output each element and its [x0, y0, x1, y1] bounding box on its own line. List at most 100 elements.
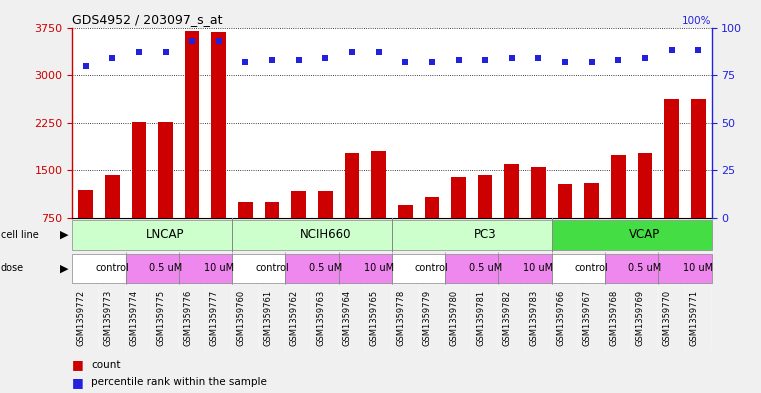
Text: GSM1359765: GSM1359765 — [370, 290, 379, 346]
Text: ▶: ▶ — [60, 230, 68, 240]
Text: GDS4952 / 203097_s_at: GDS4952 / 203097_s_at — [72, 13, 223, 26]
Text: GSM1359776: GSM1359776 — [183, 290, 193, 346]
Text: GSM1359760: GSM1359760 — [237, 290, 246, 346]
Text: PC3: PC3 — [474, 228, 496, 241]
Text: GSM1359779: GSM1359779 — [423, 290, 432, 346]
Point — [320, 55, 332, 61]
Bar — [232, 220, 392, 250]
Text: control: control — [575, 263, 609, 273]
Bar — [531, 167, 546, 218]
Text: control: control — [255, 263, 289, 273]
Point — [453, 57, 465, 63]
Point — [266, 57, 279, 63]
Text: percentile rank within the sample: percentile rank within the sample — [91, 377, 267, 387]
Text: control: control — [95, 263, 129, 273]
Bar — [552, 220, 712, 250]
Bar — [158, 122, 173, 218]
Text: ■: ■ — [72, 358, 84, 371]
Point — [346, 49, 358, 55]
Point — [639, 55, 651, 61]
Bar — [339, 254, 392, 283]
Bar — [132, 122, 146, 218]
Text: 10 uM: 10 uM — [204, 263, 234, 273]
Text: 10 uM: 10 uM — [524, 263, 553, 273]
Text: GSM1359773: GSM1359773 — [103, 290, 113, 346]
Text: GSM1359768: GSM1359768 — [610, 290, 618, 346]
Text: GSM1359766: GSM1359766 — [556, 290, 565, 346]
Text: ■: ■ — [72, 376, 84, 389]
Bar — [105, 175, 119, 218]
Point — [506, 55, 518, 61]
Text: 10 uM: 10 uM — [683, 263, 713, 273]
Bar — [638, 152, 652, 218]
Text: GSM1359770: GSM1359770 — [663, 290, 672, 346]
Bar — [126, 254, 179, 283]
Text: ▶: ▶ — [60, 263, 68, 273]
Text: 0.5 uM: 0.5 uM — [309, 263, 342, 273]
Text: GSM1359783: GSM1359783 — [530, 290, 539, 346]
Bar — [611, 154, 626, 218]
Text: GSM1359775: GSM1359775 — [157, 290, 166, 346]
Point — [666, 47, 678, 53]
Text: GSM1359780: GSM1359780 — [450, 290, 459, 346]
Text: GSM1359769: GSM1359769 — [636, 290, 645, 346]
Text: 100%: 100% — [682, 16, 712, 26]
Text: control: control — [415, 263, 449, 273]
Text: cell line: cell line — [1, 230, 39, 240]
Bar — [212, 32, 226, 218]
Bar — [78, 189, 93, 218]
Bar — [345, 152, 359, 218]
Bar — [664, 99, 679, 218]
Text: GSM1359777: GSM1359777 — [210, 290, 219, 346]
Point — [479, 57, 492, 63]
Bar — [425, 196, 439, 218]
Bar — [451, 178, 466, 218]
Bar — [498, 254, 552, 283]
Point — [186, 38, 199, 44]
Text: LNCAP: LNCAP — [146, 228, 185, 241]
Bar — [445, 254, 498, 283]
Text: count: count — [91, 360, 121, 370]
Bar — [185, 31, 199, 218]
Bar — [238, 202, 253, 218]
Point — [293, 57, 305, 63]
Text: GSM1359771: GSM1359771 — [689, 290, 699, 346]
Point — [400, 59, 412, 65]
Text: GSM1359774: GSM1359774 — [130, 290, 139, 346]
Text: GSM1359778: GSM1359778 — [396, 290, 406, 346]
Point — [426, 59, 438, 65]
Point — [612, 57, 624, 63]
Bar — [392, 220, 552, 250]
Point — [213, 38, 225, 44]
Text: 0.5 uM: 0.5 uM — [469, 263, 501, 273]
Bar — [371, 151, 386, 218]
Bar — [558, 184, 572, 218]
Text: GSM1359782: GSM1359782 — [503, 290, 512, 346]
Text: GSM1359761: GSM1359761 — [263, 290, 272, 346]
Text: GSM1359762: GSM1359762 — [290, 290, 299, 346]
Text: GSM1359763: GSM1359763 — [317, 290, 326, 346]
Point — [160, 49, 172, 55]
Text: GSM1359767: GSM1359767 — [583, 290, 592, 346]
Bar — [232, 254, 285, 283]
Bar — [291, 191, 306, 218]
Text: GSM1359764: GSM1359764 — [343, 290, 352, 346]
Bar — [584, 183, 599, 218]
Text: 0.5 uM: 0.5 uM — [629, 263, 661, 273]
Point — [533, 55, 545, 61]
Text: 0.5 uM: 0.5 uM — [149, 263, 182, 273]
Bar — [318, 191, 333, 218]
Point — [133, 49, 145, 55]
Point — [80, 62, 92, 69]
Point — [559, 59, 571, 65]
Bar — [265, 202, 279, 218]
Bar — [285, 254, 339, 283]
Bar — [605, 254, 658, 283]
Text: VCAP: VCAP — [629, 228, 661, 241]
Text: dose: dose — [1, 263, 24, 273]
Bar — [179, 254, 232, 283]
Point — [107, 55, 119, 61]
Bar — [658, 254, 712, 283]
Text: GSM1359772: GSM1359772 — [77, 290, 86, 346]
Point — [373, 49, 385, 55]
